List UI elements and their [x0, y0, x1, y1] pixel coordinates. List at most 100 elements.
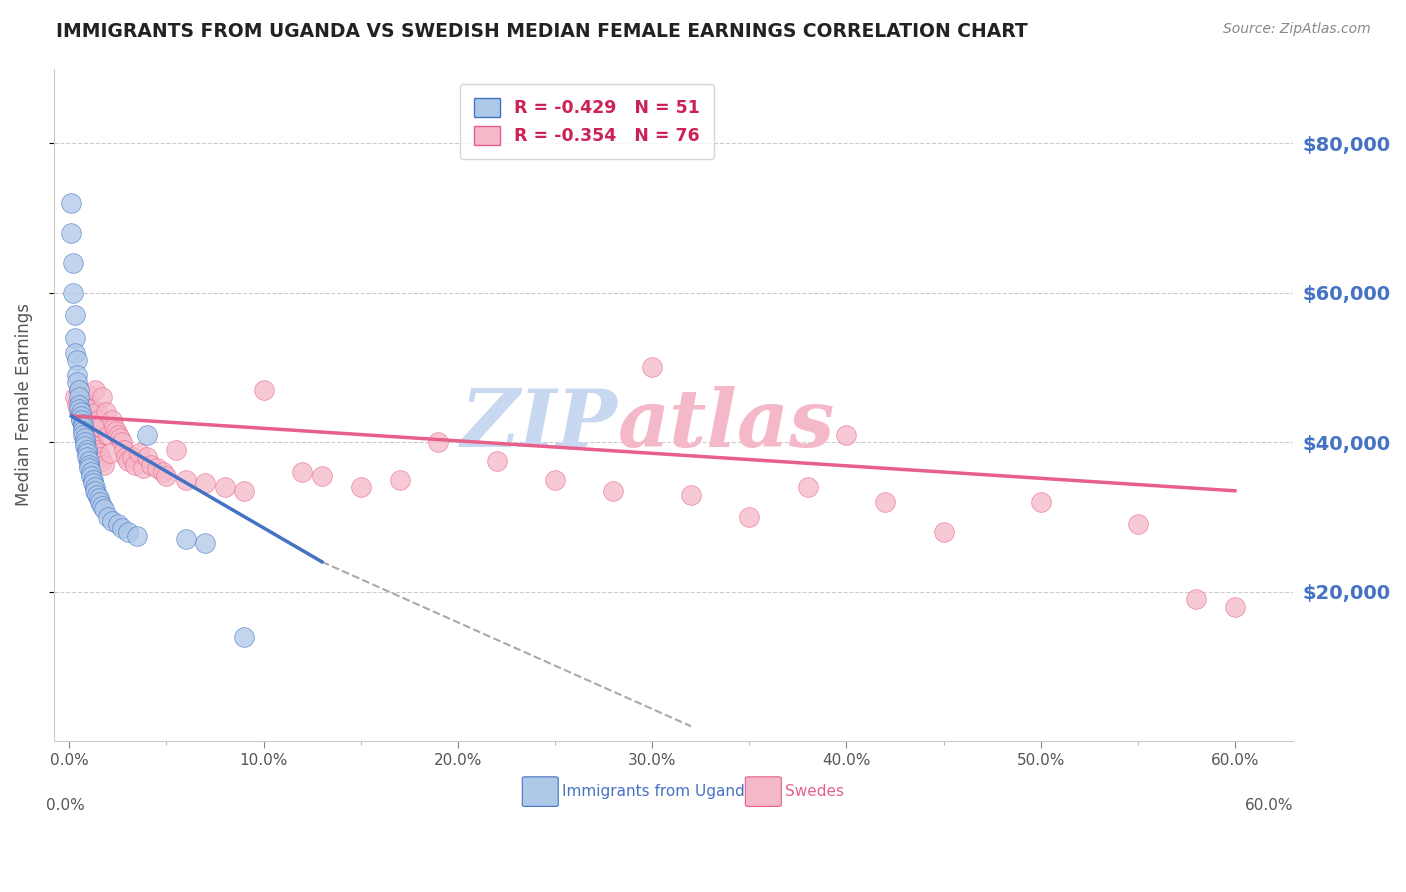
Point	[72, 420, 94, 434]
Point	[83, 439, 105, 453]
Point	[82, 476, 104, 491]
Point	[1126, 517, 1149, 532]
Point	[72, 427, 94, 442]
Point	[194, 476, 217, 491]
Point	[66, 376, 89, 390]
Text: 0.0%: 0.0%	[46, 798, 86, 814]
Point	[252, 383, 274, 397]
Text: Source: ZipAtlas.com: Source: ZipAtlas.com	[1223, 22, 1371, 37]
Point	[101, 413, 124, 427]
Point	[875, 495, 897, 509]
Point	[70, 413, 93, 427]
Point	[101, 514, 124, 528]
Point	[77, 427, 100, 442]
Point	[87, 413, 110, 427]
Point	[1223, 599, 1246, 614]
Point	[107, 427, 129, 442]
Point	[66, 368, 89, 382]
Point	[80, 468, 103, 483]
Point	[108, 432, 131, 446]
Point	[76, 450, 98, 465]
Point	[485, 454, 508, 468]
Point	[82, 420, 104, 434]
Point	[214, 480, 236, 494]
Point	[67, 390, 90, 404]
Point	[86, 442, 108, 457]
Point	[62, 285, 84, 300]
Point	[796, 480, 818, 494]
Point	[72, 417, 94, 431]
Point	[93, 502, 115, 516]
Point	[835, 427, 858, 442]
Point	[96, 405, 118, 419]
Point	[80, 432, 103, 446]
Point	[174, 473, 197, 487]
Point	[82, 473, 104, 487]
Point	[112, 442, 135, 457]
Point	[77, 454, 100, 468]
Point	[67, 398, 90, 412]
Point	[63, 390, 86, 404]
Point	[111, 435, 134, 450]
Point	[76, 424, 98, 438]
Point	[124, 458, 146, 472]
Point	[97, 427, 120, 442]
Point	[67, 405, 90, 419]
Point	[602, 483, 624, 498]
Point	[86, 487, 108, 501]
Point	[111, 521, 134, 535]
Point	[80, 465, 103, 479]
Point	[82, 435, 104, 450]
Point	[73, 439, 96, 453]
Point	[165, 442, 187, 457]
Point	[114, 450, 136, 465]
Point	[121, 450, 143, 465]
Point	[86, 405, 108, 419]
Point	[70, 405, 93, 419]
Text: ZIP: ZIP	[461, 386, 617, 464]
Point	[932, 524, 955, 539]
Point	[77, 458, 100, 472]
Point	[132, 461, 155, 475]
Point	[76, 446, 98, 460]
Point	[73, 420, 96, 434]
Text: 60.0%: 60.0%	[1244, 798, 1294, 814]
Point	[89, 495, 111, 509]
Point	[98, 446, 121, 460]
Point	[146, 461, 169, 475]
Point	[67, 383, 90, 397]
Text: Swedes: Swedes	[785, 784, 844, 799]
Point	[128, 446, 150, 460]
Text: IMMIGRANTS FROM UGANDA VS SWEDISH MEDIAN FEMALE EARNINGS CORRELATION CHART: IMMIGRANTS FROM UGANDA VS SWEDISH MEDIAN…	[56, 22, 1028, 41]
Point	[70, 409, 93, 423]
Point	[73, 405, 96, 419]
Point	[80, 413, 103, 427]
Point	[60, 196, 83, 211]
Point	[89, 420, 111, 434]
Point	[70, 390, 93, 404]
Point	[350, 480, 373, 494]
Point	[63, 345, 86, 359]
Point	[83, 483, 105, 498]
Point	[70, 413, 93, 427]
Point	[87, 491, 110, 506]
Point	[107, 517, 129, 532]
Point	[83, 383, 105, 397]
Point	[117, 454, 139, 468]
Point	[83, 480, 105, 494]
Point	[103, 420, 125, 434]
Point	[679, 487, 702, 501]
Point	[72, 398, 94, 412]
Point	[311, 468, 333, 483]
Point	[63, 308, 86, 322]
Point	[544, 473, 567, 487]
Point	[155, 468, 177, 483]
Point	[641, 360, 664, 375]
Point	[93, 458, 115, 472]
Text: Immigrants from Uganda: Immigrants from Uganda	[562, 784, 754, 799]
Point	[738, 510, 761, 524]
Point	[194, 536, 217, 550]
Point	[1029, 495, 1052, 509]
Point	[139, 458, 162, 472]
Point	[62, 256, 84, 270]
